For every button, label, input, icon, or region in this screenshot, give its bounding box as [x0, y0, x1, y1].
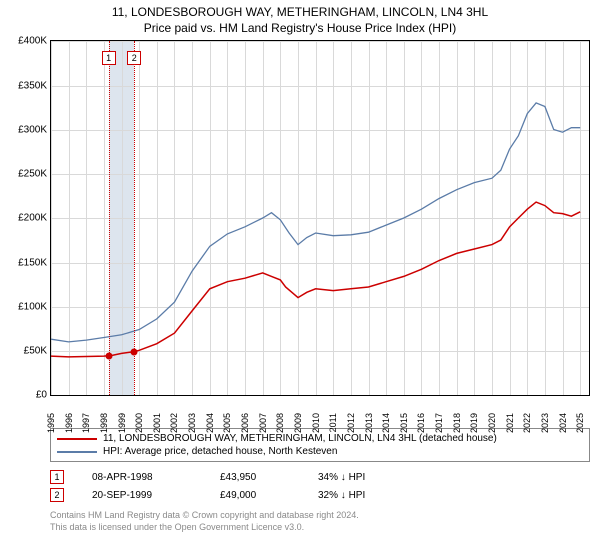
y-axis-tick: £0	[9, 390, 47, 401]
x-axis-tick: 2018	[452, 413, 462, 433]
x-axis-tick: 2014	[381, 413, 391, 433]
x-axis-tick: 2013	[364, 413, 374, 433]
event-dot-2	[131, 349, 138, 356]
event-table: 1 08-APR-1998 £43,950 34% ↓ HPI 2 20-SEP-1999…	[50, 468, 590, 504]
x-axis-tick: 2012	[346, 413, 356, 433]
event-date: 20-SEP-1999	[92, 490, 192, 501]
y-axis-tick: £50K	[9, 346, 47, 357]
series-hpi	[51, 103, 580, 342]
x-axis-tick: 2019	[469, 413, 479, 433]
event-price: £43,950	[220, 472, 290, 483]
x-axis-tick: 1998	[99, 413, 109, 433]
y-axis-tick: £150K	[9, 257, 47, 268]
footer-line2: This data is licensed under the Open Gov…	[50, 522, 590, 534]
event-row-2: 2 20-SEP-1999 £49,000 32% ↓ HPI	[50, 486, 590, 504]
event-marker-1: 1	[102, 51, 116, 65]
event-delta: 32% ↓ HPI	[318, 490, 365, 501]
x-axis-tick: 2022	[522, 413, 532, 433]
x-axis-tick: 2006	[240, 413, 250, 433]
x-axis-tick: 2003	[187, 413, 197, 433]
event-dot-1	[105, 353, 112, 360]
title-line2: Price paid vs. HM Land Registry's House …	[8, 20, 592, 36]
footer-line1: Contains HM Land Registry data © Crown c…	[50, 510, 590, 522]
y-axis-tick: £250K	[9, 169, 47, 180]
x-axis-tick: 2021	[505, 413, 515, 433]
y-axis-tick: £200K	[9, 213, 47, 224]
x-axis-tick: 2010	[311, 413, 321, 433]
x-axis-tick: 1996	[64, 413, 74, 433]
x-axis-tick: 2009	[293, 413, 303, 433]
event-row-1: 1 08-APR-1998 £43,950 34% ↓ HPI	[50, 468, 590, 486]
x-axis-tick: 2015	[399, 413, 409, 433]
title-line1: 11, LONDESBOROUGH WAY, METHERINGHAM, LIN…	[8, 4, 592, 20]
event-row-marker: 1	[50, 470, 64, 484]
x-axis-tick: 2008	[275, 413, 285, 433]
x-axis-tick: 2007	[258, 413, 268, 433]
x-axis-tick: 2004	[205, 413, 215, 433]
x-axis-tick: 1997	[81, 413, 91, 433]
x-axis-tick: 2024	[558, 413, 568, 433]
legend-label: HPI: Average price, detached house, Nort…	[103, 446, 337, 457]
x-axis-tick: 2023	[540, 413, 550, 433]
x-axis-tick: 1995	[46, 413, 56, 433]
event-marker-2: 2	[127, 51, 141, 65]
legend-swatch	[57, 451, 97, 453]
series-price_paid	[51, 202, 580, 357]
legend-label: 11, LONDESBOROUGH WAY, METHERINGHAM, LIN…	[103, 433, 497, 444]
event-date: 08-APR-1998	[92, 472, 192, 483]
x-axis-tick: 2001	[152, 413, 162, 433]
legend-row-price_paid: 11, LONDESBOROUGH WAY, METHERINGHAM, LIN…	[57, 432, 583, 445]
y-axis-tick: £300K	[9, 124, 47, 135]
chart-footer: Contains HM Land Registry data © Crown c…	[50, 510, 590, 533]
legend-swatch	[57, 438, 97, 440]
event-delta: 34% ↓ HPI	[318, 472, 365, 483]
x-axis-tick: 2005	[222, 413, 232, 433]
event-row-marker: 2	[50, 488, 64, 502]
x-axis-tick: 2017	[434, 413, 444, 433]
x-axis-tick: 2016	[416, 413, 426, 433]
x-axis-tick: 2011	[328, 413, 338, 432]
chart-title: 11, LONDESBOROUGH WAY, METHERINGHAM, LIN…	[8, 4, 592, 36]
event-price: £49,000	[220, 490, 290, 501]
chart-lines	[51, 41, 589, 395]
legend-row-hpi: HPI: Average price, detached house, Nort…	[57, 445, 583, 458]
x-axis-tick: 1999	[117, 413, 127, 433]
y-axis-tick: £350K	[9, 80, 47, 91]
x-axis-tick: 2025	[575, 413, 585, 433]
chart-plot-area: £0£50K£100K£150K£200K£250K£300K£350K£400…	[50, 40, 590, 396]
y-axis-tick: £400K	[9, 36, 47, 47]
y-axis-tick: £100K	[9, 301, 47, 312]
x-axis-tick: 2020	[487, 413, 497, 433]
x-axis-tick: 2000	[134, 413, 144, 433]
event-line-1	[109, 41, 110, 395]
x-axis-tick: 2002	[169, 413, 179, 433]
chart-legend: 11, LONDESBOROUGH WAY, METHERINGHAM, LIN…	[50, 428, 590, 462]
event-line-2	[134, 41, 135, 395]
